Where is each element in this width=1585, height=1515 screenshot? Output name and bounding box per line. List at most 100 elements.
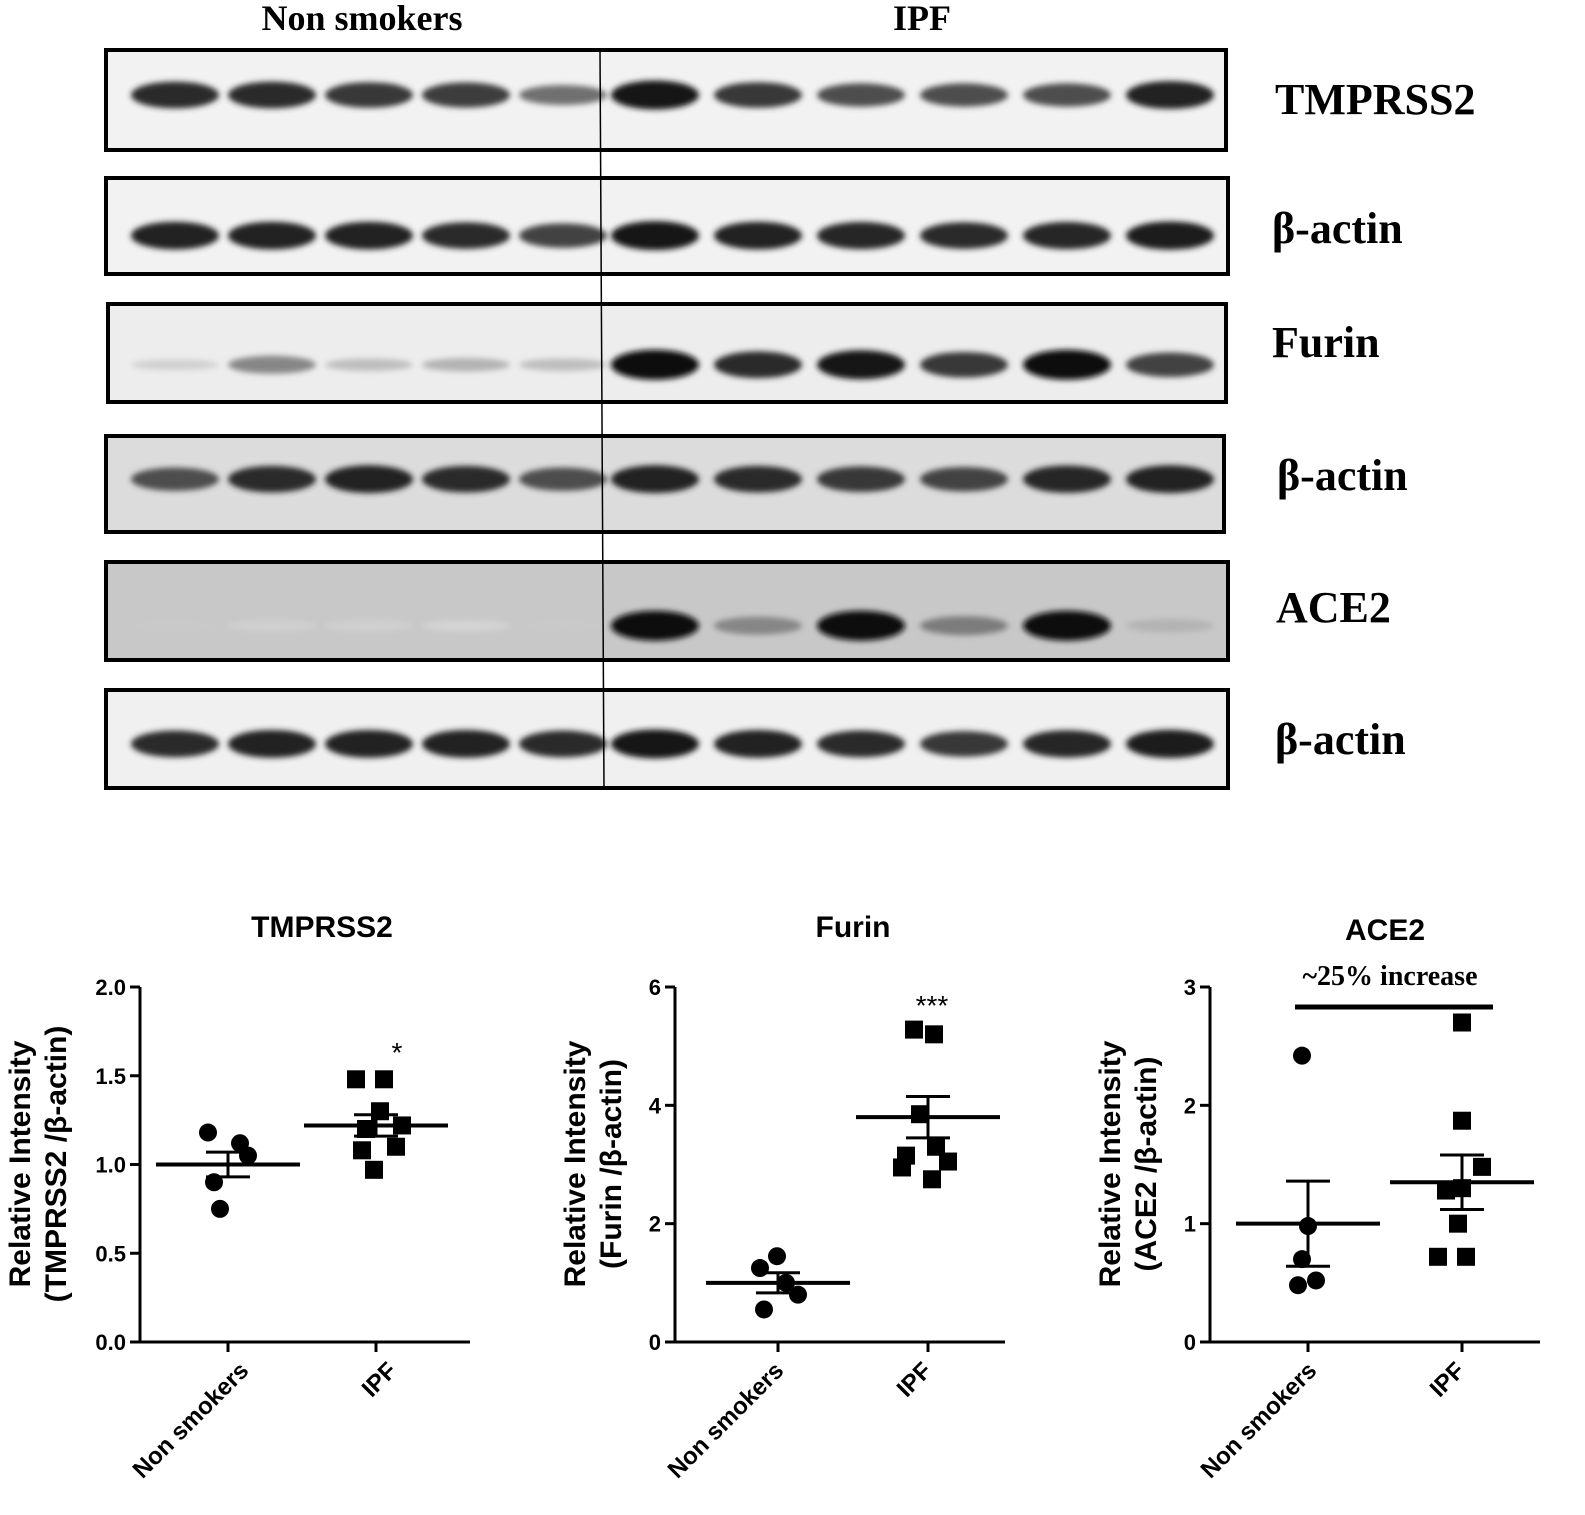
y-axis-label-units: (Furin /β-actin) [595, 1059, 628, 1269]
strip-border [104, 48, 1228, 152]
data-point [939, 1152, 957, 1171]
data-point [199, 1123, 217, 1142]
x-tick-label-ipf: IPF [1425, 1357, 1470, 1402]
x-tick-label-non-smokers: Non smokers [128, 1357, 255, 1484]
band [611, 729, 699, 759]
band [1126, 618, 1214, 633]
band [920, 616, 1008, 636]
band [325, 620, 413, 632]
band [422, 222, 510, 249]
band [422, 620, 510, 631]
y-tick-label: 0.5 [95, 1241, 126, 1266]
band [714, 465, 802, 493]
data-point [751, 1259, 769, 1278]
band [131, 730, 219, 758]
data-point [1449, 1214, 1467, 1233]
group-divider-line [599, 49, 605, 791]
y-tick-label: 4 [649, 1093, 662, 1118]
y-tick-label: 0 [649, 1330, 661, 1355]
strip-border [104, 176, 1230, 276]
data-point [239, 1146, 257, 1165]
data-point [357, 1120, 375, 1138]
band [611, 610, 699, 641]
strip-border [104, 688, 1230, 790]
band [611, 80, 699, 110]
band [1023, 221, 1111, 250]
band [131, 359, 219, 371]
band [228, 730, 316, 758]
band [1126, 729, 1214, 759]
band [1023, 83, 1111, 107]
data-point [905, 1020, 923, 1039]
x-tick-label-ipf: IPF [892, 1357, 937, 1402]
data-point [755, 1300, 773, 1319]
band [131, 467, 219, 491]
band [325, 358, 413, 371]
chart-title: ACE2 [1345, 914, 1425, 947]
data-point [768, 1247, 786, 1266]
band [714, 616, 802, 635]
data-point [211, 1199, 229, 1218]
band [228, 355, 316, 374]
y-tick-label: 6 [649, 975, 661, 1000]
data-point [1299, 1217, 1317, 1236]
band [817, 83, 905, 107]
blot-strip [106, 302, 1228, 404]
band [920, 83, 1008, 107]
y-axis-label-units: (TMPRSS2 /β-actin) [40, 1026, 73, 1303]
band [228, 221, 316, 250]
plot-area: 0 2 4 6 [649, 975, 1005, 1355]
band [519, 84, 607, 106]
band [519, 223, 607, 248]
y-tick-label: 0.0 [95, 1330, 126, 1355]
band [1126, 221, 1214, 250]
band [1023, 465, 1111, 493]
band [131, 620, 219, 632]
strip-border [106, 302, 1228, 404]
data-point [923, 1170, 941, 1189]
blot-strip [104, 688, 1230, 790]
data-point [1457, 1247, 1475, 1266]
strip-label-tmprss2: TMPRSS2 [1275, 75, 1475, 124]
data-point [1453, 1111, 1471, 1130]
plot-area: 0.0 0.5 1.0 1.5 2.0 [95, 975, 470, 1355]
data-point [789, 1285, 807, 1304]
x-tick-label-ipf: IPF [357, 1357, 402, 1402]
band [920, 351, 1008, 378]
x-tick-label-non-smokers: Non smokers [663, 1357, 790, 1484]
band [1126, 352, 1214, 378]
band [519, 467, 607, 491]
data-point [925, 1025, 943, 1044]
band [920, 466, 1008, 492]
y-tick-label: 0 [1184, 1330, 1196, 1355]
data-point [893, 1158, 911, 1177]
band [611, 349, 699, 380]
y-axis-label: Relative Intensity [559, 1040, 592, 1287]
band [611, 221, 699, 251]
band [422, 730, 510, 758]
band [228, 81, 316, 109]
band [714, 351, 802, 379]
band [817, 466, 905, 493]
data-point [1429, 1247, 1447, 1266]
data-point [1307, 1271, 1325, 1290]
y-tick-label: 1.5 [95, 1064, 126, 1089]
strip-label-beta-actin-2: β-actin [1277, 451, 1408, 500]
strip-label-beta-actin-1: β-actin [1272, 204, 1403, 253]
data-point [777, 1273, 795, 1292]
y-tick-label: 3 [1184, 975, 1196, 1000]
y-tick-label: 2 [1184, 1093, 1196, 1118]
band [228, 465, 316, 493]
band [422, 82, 510, 108]
band [1023, 349, 1111, 380]
data-point [205, 1173, 223, 1192]
band [920, 731, 1008, 757]
blot-strip [104, 176, 1230, 276]
chart-furin: Furin Relative Intensity (Furin /β-actin… [559, 911, 1005, 1484]
y-axis-label-units: (ACE2 /β-actin) [1130, 1057, 1163, 1272]
band [1023, 610, 1111, 641]
significance-label: *** [916, 990, 949, 1021]
band [714, 730, 802, 758]
